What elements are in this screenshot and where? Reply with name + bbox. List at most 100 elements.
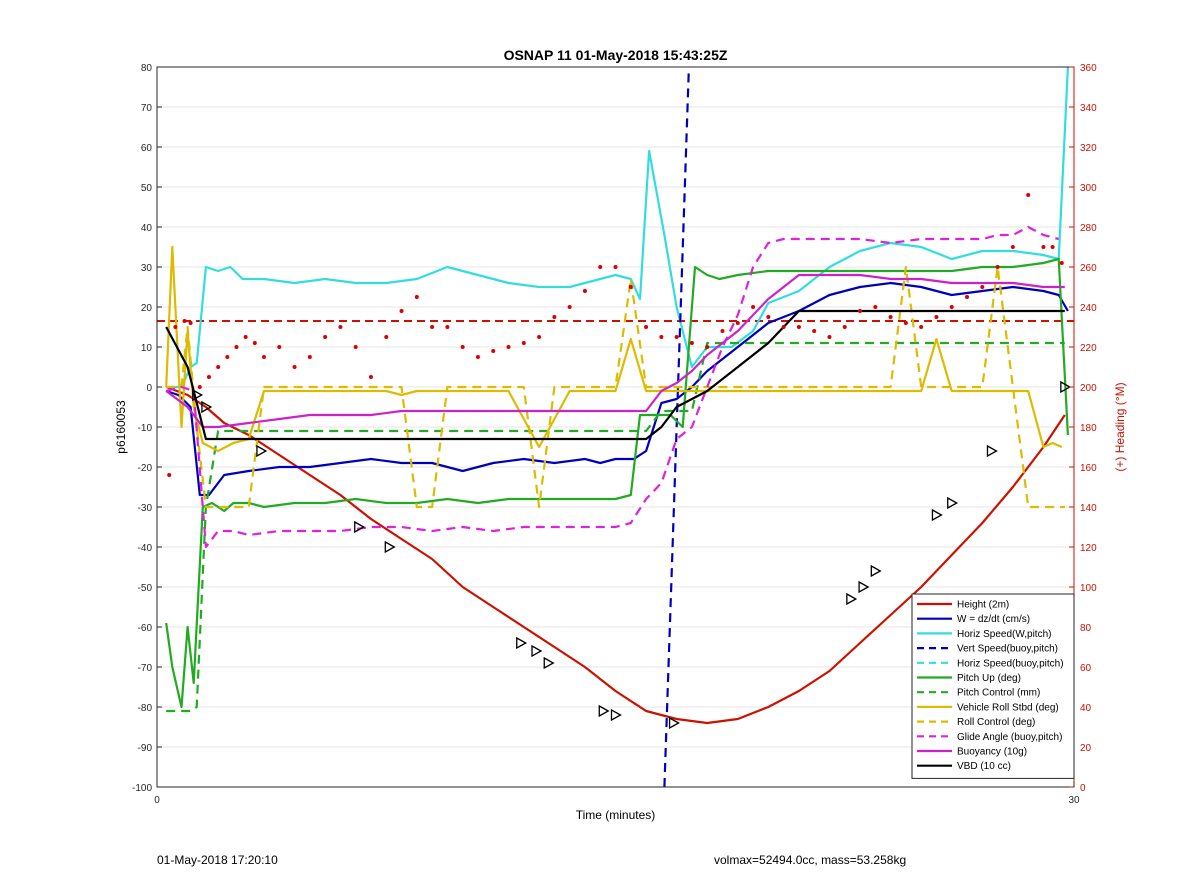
profile-markers bbox=[192, 380, 1072, 730]
legend-label-w-dz-dt-cm-s: W = dz/dt (cm/s) bbox=[957, 614, 1030, 625]
y2-tick-label: 160 bbox=[1080, 463, 1097, 474]
series-line-buoyancy-10g bbox=[165, 273, 1065, 429]
heading-point bbox=[167, 473, 172, 477]
series-line-glide-angle-buoy-pitch bbox=[165, 225, 1059, 549]
heading-point bbox=[414, 295, 419, 299]
y-tick-label: -100 bbox=[132, 783, 152, 794]
profile-marker bbox=[516, 636, 528, 650]
heading-point bbox=[1059, 261, 1064, 265]
heading-point bbox=[934, 315, 939, 319]
y-tick-label: -50 bbox=[138, 583, 153, 594]
legend-label-roll-control-deg: Roll Control (deg) bbox=[957, 717, 1035, 728]
legend-label-height-2m: Height (2m) bbox=[957, 600, 1009, 611]
y2-tick-label: 280 bbox=[1080, 223, 1097, 234]
profile-marker bbox=[543, 656, 555, 670]
heading-point bbox=[243, 335, 248, 339]
profile-marker bbox=[846, 592, 858, 606]
y2-tick-label: 40 bbox=[1080, 703, 1092, 714]
heading-point bbox=[430, 325, 435, 329]
heading-point bbox=[674, 335, 679, 339]
profile-marker bbox=[201, 400, 213, 414]
heading-point bbox=[995, 265, 1000, 269]
y-tick-label: -90 bbox=[138, 743, 153, 754]
y2-tick-label: 60 bbox=[1080, 663, 1092, 674]
axes: 80706050403020100-10-20-30-40-50-60-70-8… bbox=[132, 63, 1097, 806]
heading-point bbox=[384, 335, 389, 339]
heading-point bbox=[188, 321, 193, 325]
legend-label-buoyancy-10g: Buoyancy (10g) bbox=[957, 747, 1027, 758]
y-tick-label: 30 bbox=[141, 263, 153, 274]
heading-point bbox=[919, 325, 924, 329]
heading-point bbox=[705, 345, 710, 349]
legend-label-vehicle-roll-stbd-deg: Vehicle Roll Stbd (deg) bbox=[957, 702, 1059, 713]
x-tick-label: 30 bbox=[1068, 795, 1080, 806]
y2-tick-label: 140 bbox=[1080, 503, 1097, 514]
heading-point bbox=[949, 305, 954, 309]
y2-tick-label: 240 bbox=[1080, 303, 1097, 314]
y2-tick-label: 180 bbox=[1080, 423, 1097, 434]
series-line-horiz-speed-w-pitch bbox=[166, 67, 1069, 389]
heading-point bbox=[812, 329, 817, 333]
series-line-pitch-up-deg bbox=[165, 257, 1069, 709]
heading-point bbox=[521, 341, 526, 345]
series-line-vert-speed-buoy-pitch bbox=[663, 67, 690, 787]
heading-point bbox=[903, 321, 908, 325]
heading-point bbox=[720, 329, 725, 333]
heading-point bbox=[582, 289, 587, 293]
series-lines bbox=[157, 67, 1074, 787]
profile-marker bbox=[947, 496, 959, 510]
profile-marker bbox=[384, 540, 396, 554]
legend-label-pitch-control-mm: Pitch Control (mm) bbox=[957, 688, 1040, 699]
profile-marker bbox=[986, 444, 998, 458]
heading-point bbox=[460, 345, 465, 349]
y2-tick-label: 340 bbox=[1080, 103, 1097, 114]
series-line-roll-control-deg bbox=[166, 265, 1065, 509]
x-tick-label: 0 bbox=[154, 795, 160, 806]
y-tick-label: -30 bbox=[138, 503, 153, 514]
y-tick-label: 50 bbox=[141, 183, 153, 194]
footer-volmax-mass: volmax=52494.0cc, mass=53.258kg bbox=[714, 853, 907, 867]
heading-point bbox=[338, 325, 343, 329]
profile-marker bbox=[256, 444, 268, 458]
profile-marker bbox=[870, 564, 882, 578]
heading-point bbox=[368, 375, 373, 379]
heading-point bbox=[307, 355, 312, 359]
heading-point bbox=[225, 355, 230, 359]
heading-point bbox=[399, 309, 404, 313]
heading-point bbox=[842, 325, 847, 329]
heading-point bbox=[182, 319, 187, 323]
heading-point bbox=[659, 335, 664, 339]
heading-point bbox=[292, 365, 297, 369]
heading-point bbox=[173, 325, 178, 329]
heading-point bbox=[598, 265, 603, 269]
y2-tick-label: 120 bbox=[1080, 543, 1097, 554]
y2-tick-label: 360 bbox=[1080, 63, 1097, 74]
y-axis-label: p6160053 bbox=[114, 400, 128, 454]
legend-label-vert-speed-buoy-pitch: Vert Speed(buoy,pitch) bbox=[957, 644, 1058, 655]
heading-point bbox=[965, 295, 970, 299]
heading-point bbox=[858, 309, 863, 313]
footer-timestamp: 01-May-2018 17:20:10 bbox=[157, 853, 278, 867]
legend-label-horiz-speed-buoy-pitch: Horiz Speed(buoy,pitch) bbox=[957, 658, 1064, 669]
heading-point bbox=[552, 315, 557, 319]
heading-point bbox=[628, 285, 633, 289]
profile-marker bbox=[1060, 380, 1072, 394]
heading-point bbox=[323, 335, 328, 339]
y2-axis-label: (+) Heading (°M) bbox=[1113, 382, 1127, 471]
heading-point bbox=[234, 345, 239, 349]
y2-tick-label: 200 bbox=[1080, 383, 1097, 394]
heading-point bbox=[506, 345, 511, 349]
y2-tick-label: 20 bbox=[1080, 743, 1092, 754]
heading-point bbox=[873, 305, 878, 309]
heading-point bbox=[689, 341, 694, 345]
heading-point bbox=[475, 355, 480, 359]
profile-marker bbox=[192, 388, 204, 402]
y-tick-label: 40 bbox=[141, 223, 153, 234]
heading-point bbox=[216, 365, 221, 369]
series-line-vbd-10-cc bbox=[165, 309, 1065, 441]
heading-point bbox=[1026, 193, 1031, 197]
y-tick-label: -60 bbox=[138, 623, 153, 634]
y2-tick-label: 100 bbox=[1080, 583, 1097, 594]
